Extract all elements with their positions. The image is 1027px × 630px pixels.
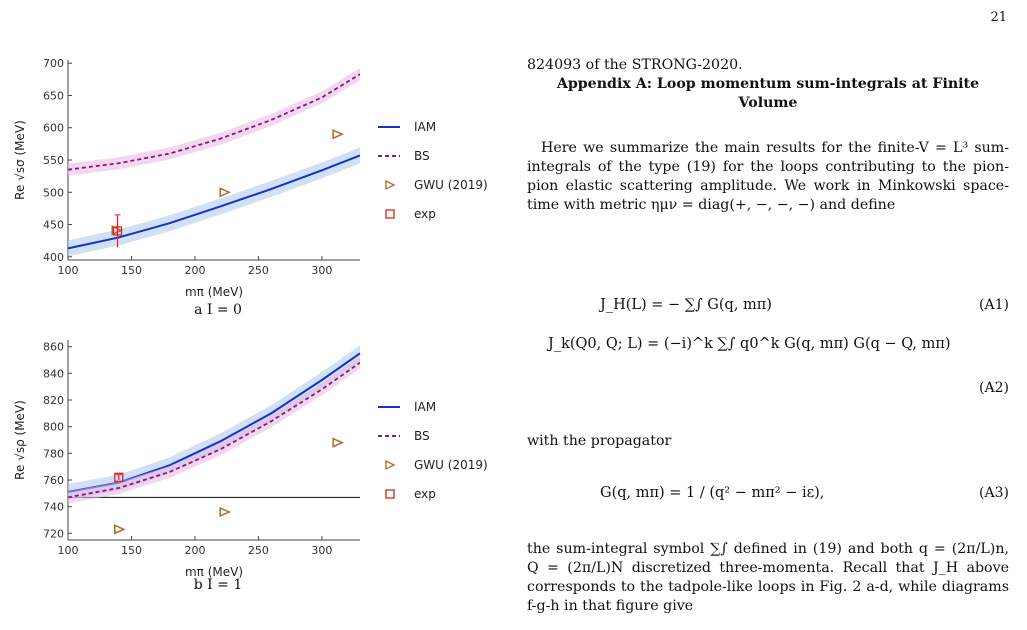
- x-tick-label: 150: [121, 264, 142, 277]
- paragraph-1: Here we summarize the main results for t…: [527, 140, 1009, 213]
- legend-label: GWU (2019): [414, 178, 488, 192]
- legend-label: IAM: [414, 120, 436, 134]
- uncertainty-band: [68, 68, 360, 176]
- legend-swatch: [385, 459, 396, 471]
- x-tick-label: 250: [248, 264, 269, 277]
- legend-label: exp: [414, 207, 436, 221]
- y-axis-label: Re √sρ (MeV): [13, 400, 27, 480]
- y-tick-label: 740: [43, 501, 64, 514]
- gwu-point: [111, 225, 124, 236]
- y-tick-label: 840: [43, 367, 64, 380]
- series-line: [67, 73, 361, 171]
- legend-label: BS: [414, 149, 430, 163]
- gwu-point: [219, 187, 232, 198]
- x-tick-label: 150: [121, 544, 142, 557]
- y-tick-label: 650: [43, 89, 64, 102]
- x-tick-label: 100: [58, 264, 79, 277]
- x-tick-label: 300: [311, 264, 332, 277]
- legend-label: IAM: [414, 400, 436, 414]
- y-tick-label: 780: [43, 447, 64, 460]
- y-axis-label: Re √sσ (MeV): [13, 120, 27, 200]
- appendix-title: Appendix A: Loop momentum sum-integrals …: [556, 76, 980, 111]
- x-tick-label: 200: [184, 544, 205, 557]
- gwu-point: [114, 524, 126, 535]
- equation-a2: J_k(Q0, Q; L) = (−i)^k ∑∫ q0^k G(q, mπ) …: [548, 336, 951, 352]
- uncertainty-band: [68, 356, 360, 504]
- legend-label: GWU (2019): [414, 458, 488, 472]
- legend-swatch: [385, 209, 395, 219]
- y-tick-label: 550: [43, 154, 64, 167]
- legend-swatch: [385, 179, 396, 191]
- exp-point: [114, 472, 124, 482]
- page-number: 21: [990, 10, 1007, 25]
- with-propagator: with the propagator: [527, 433, 672, 449]
- x-tick-label: 100: [58, 544, 79, 557]
- chart-sigma: 100 150 200 250 300 400 450 500 550 600 650 700 mπ (…: [13, 57, 488, 299]
- caption-a: a I = 0: [194, 302, 242, 318]
- series-line: [67, 352, 361, 493]
- equation-a3: G(q, mπ) = 1 / (q² − mπ² − iε),: [600, 485, 825, 501]
- legend-label: BS: [414, 429, 430, 443]
- x-tick-label: 300: [311, 544, 332, 557]
- series-line: [67, 154, 361, 250]
- gwu-point: [332, 129, 344, 140]
- x-axis-label: mπ (MeV): [185, 285, 243, 299]
- y-tick-label: 500: [43, 186, 64, 199]
- x-tick-label: 250: [248, 544, 269, 557]
- eqnum-a2: (A2): [979, 380, 1009, 396]
- y-tick-label: 720: [43, 527, 64, 540]
- y-tick-label: 700: [43, 57, 64, 70]
- y-tick-label: 860: [43, 341, 64, 354]
- y-tick-label: 400: [43, 251, 64, 264]
- x-tick-label: 200: [184, 264, 205, 277]
- eqnum-a1: (A1): [979, 297, 1009, 313]
- uncertainty-band: [68, 345, 360, 500]
- equation-a1: J_H(L) = − ∑∫ G(q, mπ): [600, 297, 772, 313]
- eqnum-a3: (A3): [979, 485, 1009, 501]
- y-tick-label: 800: [43, 421, 64, 434]
- text-column: 824093 of the STRONG-2020. Appendix A: L…: [527, 56, 1009, 215]
- chart-rho: 100 150 200 250 300 720 740 760 780 800 820 840 860 m…: [13, 340, 488, 579]
- gwu-point: [332, 437, 344, 448]
- y-tick-label: 450: [43, 219, 64, 232]
- y-tick-label: 760: [43, 474, 64, 487]
- series-line: [67, 361, 361, 499]
- caption-b: b I = 1: [193, 577, 243, 593]
- y-tick-label: 820: [43, 394, 64, 407]
- x-axis-label: mπ (MeV): [185, 565, 243, 579]
- lead-text: 824093 of the STRONG-2020.: [527, 57, 743, 73]
- uncertainty-band: [68, 147, 360, 257]
- legend-swatch: [385, 489, 395, 499]
- legend-label: exp: [414, 487, 436, 501]
- paragraph-2: the sum-integral symbol ∑∫ defined in (1…: [527, 541, 1009, 614]
- exp-point: [112, 226, 123, 236]
- gwu-point: [219, 506, 232, 518]
- y-tick-label: 600: [43, 122, 64, 135]
